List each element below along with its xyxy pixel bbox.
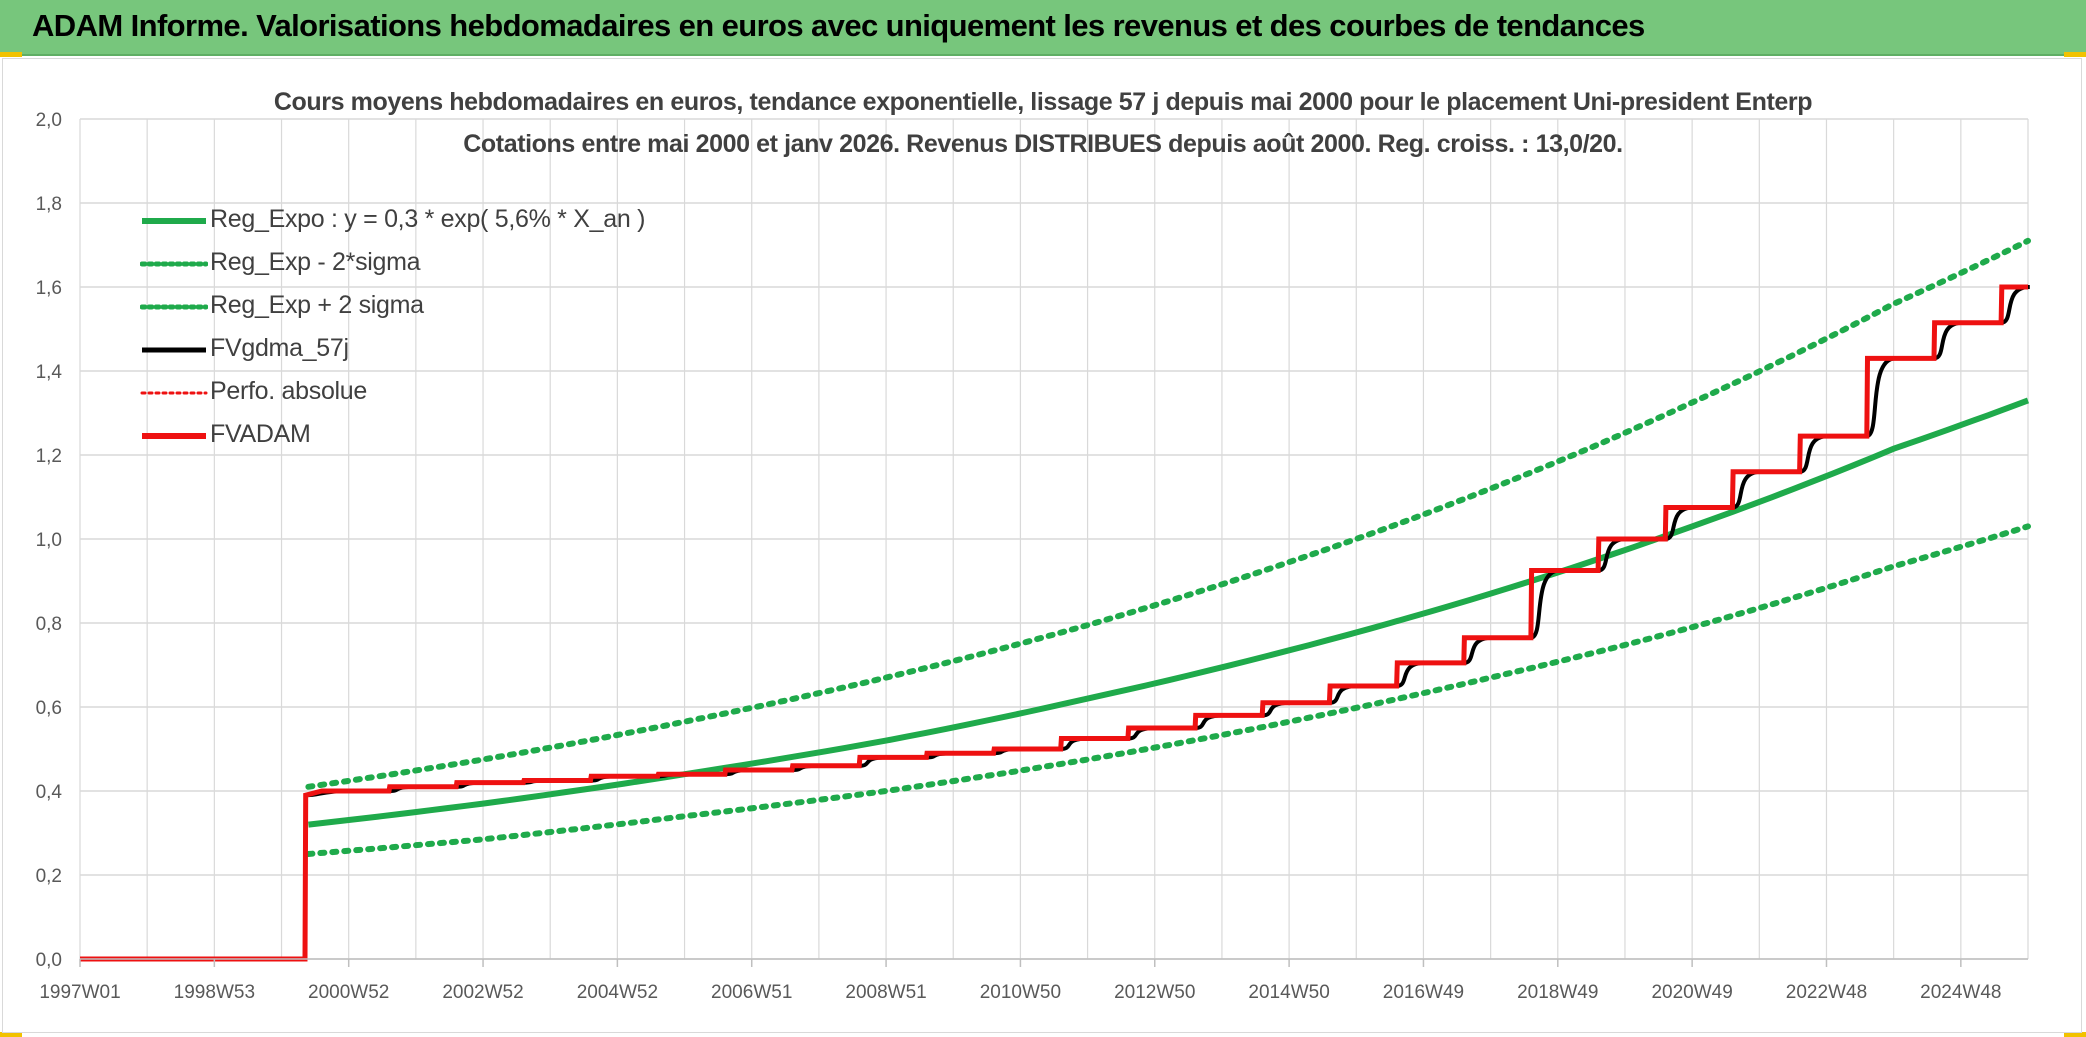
x-tick-label: 2006W51: [711, 982, 792, 1003]
series-fvadam: [80, 284, 2028, 962]
x-tick-label: 1997W01: [39, 982, 120, 1003]
legend-label: Reg_Exp + 2 sigma: [210, 291, 424, 319]
y-tick-label: 0,2: [36, 866, 62, 887]
legend-label: FVADAM: [210, 420, 311, 448]
legend-item-reg-expo: Reg_Expo : y = 0,3 * exp( 5,6% * X_an ): [140, 198, 645, 241]
x-tick-label: 2010W50: [980, 982, 1061, 1003]
legend-item-fvgdma: FVgdma_57j: [140, 327, 645, 370]
y-tick-label: 0,0: [36, 950, 62, 971]
x-tick-label: 2014W50: [1248, 982, 1329, 1003]
x-tick-label: 2008W51: [845, 982, 926, 1003]
x-tick-label: 2002W52: [442, 982, 523, 1003]
y-tick-label: 0,8: [36, 614, 62, 635]
legend-label: Reg_Exp - 2*sigma: [210, 248, 421, 276]
legend-label: FVgdma_57j: [210, 334, 349, 362]
y-tick-label: 1,2: [36, 446, 62, 467]
y-tick-label: 1,4: [36, 362, 63, 383]
series-reg-exp-minus-2sigma: [305, 523, 2031, 857]
corner-mark: [0, 1032, 22, 1037]
chart-legend: Reg_Expo : y = 0,3 * exp( 5,6% * X_an ) …: [140, 198, 645, 456]
y-tick-label: 0,6: [36, 698, 62, 719]
y-tick-label: 0,4: [36, 782, 63, 803]
page-title: ADAM Informe. Valorisations hebdomadaire…: [32, 8, 1645, 43]
legend-item-reg-exp-minus: Reg_Exp - 2*sigma: [140, 241, 645, 284]
chart-frame: [2, 58, 2082, 1033]
corner-mark: [2064, 52, 2086, 57]
x-tick-label: 2004W52: [577, 982, 658, 1003]
y-tick-label: 1,0: [36, 530, 62, 551]
y-tick-label: 1,6: [36, 278, 62, 299]
x-tick-label: 2012W50: [1114, 982, 1195, 1003]
legend-label: Perfo. absolue: [210, 377, 368, 405]
legend-item-fvadam: FVADAM: [140, 413, 645, 456]
x-tick-label: 2020W49: [1651, 982, 1732, 1003]
x-tick-label: 2024W48: [1920, 982, 2001, 1003]
legend-item-perfo-absolue: Perfo. absolue: [140, 370, 645, 413]
series-reg-exp-plus-2sigma: [305, 237, 2031, 790]
header-bar: ADAM Informe. Valorisations hebdomadaire…: [0, 0, 2086, 56]
x-tick-label: 1998W53: [174, 982, 255, 1003]
corner-mark: [0, 52, 22, 57]
chart-title-line1: Cours moyens hebdomadaires en euros, ten…: [273, 88, 1813, 116]
legend-label: Reg_Expo : y = 0,3 * exp( 5,6% * X_an ): [210, 205, 646, 233]
x-tick-label: 2000W52: [308, 982, 389, 1003]
x-tick-label: 2022W48: [1786, 982, 1867, 1003]
corner-mark: [2064, 1032, 2086, 1037]
y-tick-label: 1,8: [36, 194, 62, 215]
x-tick-label: 2016W49: [1383, 982, 1464, 1003]
y-tick-label: 2,0: [36, 110, 62, 131]
legend-item-reg-exp-plus: Reg_Exp + 2 sigma: [140, 284, 645, 327]
series-reg-expo: [308, 397, 2030, 828]
chart-title-line2: Cotations entre mai 2000 et janv 2026. R…: [463, 130, 1623, 158]
x-tick-label: 2018W49: [1517, 982, 1598, 1003]
